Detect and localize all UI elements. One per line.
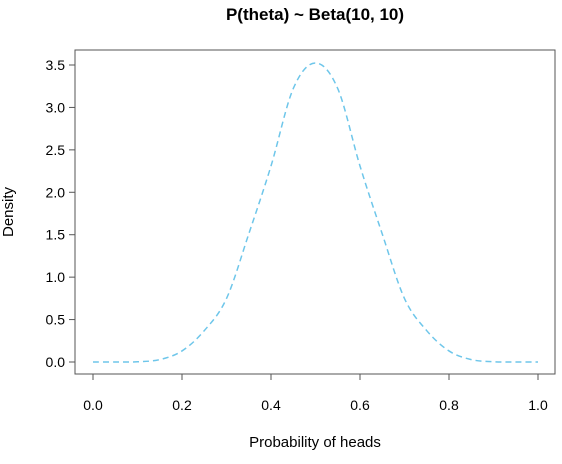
x-tick-label: 0.0: [83, 397, 103, 413]
x-tick-label: 0.4: [261, 397, 281, 413]
y-axis: 0.0 0.5 1.0 1.5 2.0 2.5 3.0 3.5: [46, 57, 75, 370]
y-axis-label: Density: [0, 186, 17, 237]
y-tick-label: 3.0: [46, 99, 66, 115]
y-tick-label: 1.5: [46, 227, 66, 243]
x-axis: 0.0 0.2 0.4 0.6 0.8 1.0: [83, 374, 548, 413]
series-line: [92, 62, 539, 363]
y-tick-label: 2.5: [46, 142, 66, 158]
plot-frame: [74, 49, 556, 375]
x-tick-label: 0.2: [172, 397, 192, 413]
x-axis-label: Probability of heads: [249, 434, 381, 451]
y-tick-label: 1.0: [46, 269, 66, 285]
y-tick-label: 0.0: [46, 354, 66, 370]
chart-title: P(theta) ~ Beta(10, 10): [226, 5, 404, 24]
y-tick-label: 3.5: [46, 57, 66, 73]
y-tick-label: 2.0: [46, 184, 66, 200]
x-tick-label: 0.6: [350, 397, 370, 413]
x-tick-label: 0.8: [439, 397, 459, 413]
x-tick-label: 1.0: [528, 397, 548, 413]
y-tick-label: 0.5: [46, 312, 66, 328]
